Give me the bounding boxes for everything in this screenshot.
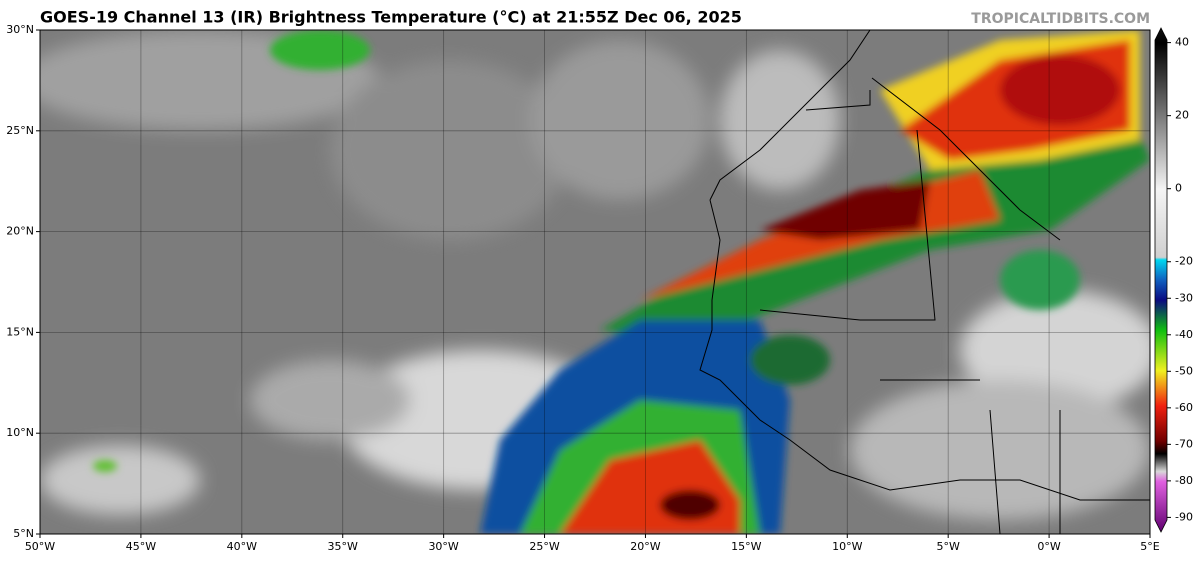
site-credit: TROPICALTIDBITS.COM [971, 11, 1150, 27]
y-tick-label: 25°N [6, 124, 34, 137]
colorbar-tick-label: -70 [1175, 437, 1193, 450]
colorbar-tick-label: -50 [1175, 364, 1193, 377]
x-tick-label: 30°W [428, 540, 458, 553]
satellite-imagery [40, 30, 1150, 534]
x-tick-label: 10°W [832, 540, 862, 553]
x-tick-label: 35°W [328, 540, 358, 553]
colorbar-tick-label: -60 [1175, 401, 1193, 414]
colorbar-ticks: 40 20 0 -20 -30 -40 -50 -60 -70 -80 -90 [1167, 36, 1193, 523]
colorbar [1154, 27, 1168, 533]
x-tick-label: 5°W [936, 540, 959, 553]
colorbar-tick-label: -80 [1175, 474, 1193, 487]
y-tick-label: 10°N [6, 426, 34, 439]
colorbar-tick-label: -20 [1175, 255, 1193, 268]
y-tick-label: 5°N [13, 527, 34, 540]
y-tick-label: 20°N [6, 225, 34, 238]
x-tick-label: 15°W [731, 540, 761, 553]
x-tick-label: 45°W [126, 540, 156, 553]
colorbar-tick-label: -30 [1175, 291, 1193, 304]
x-tick-label: 0°W [1037, 540, 1060, 553]
y-tick-label: 15°N [6, 325, 34, 338]
x-tick-label: 50°W [25, 540, 55, 553]
y-tick-label: 30°N [6, 23, 34, 36]
x-tick-label: 40°W [227, 540, 257, 553]
colorbar-tick-label: 40 [1175, 36, 1189, 49]
x-tick-label: 5°E [1140, 540, 1159, 553]
colorbar-tick-label: 0 [1175, 182, 1182, 195]
map-frame [39, 29, 1151, 535]
colorbar-tick-label: -90 [1175, 510, 1193, 523]
colorbar-tick-label: 20 [1175, 109, 1189, 122]
colorbar-tick-label: -40 [1175, 328, 1193, 341]
title: GOES-19 Channel 13 (IR) Brightness Tempe… [40, 8, 742, 27]
x-tick-label: 25°W [529, 540, 559, 553]
x-tick-label: 20°W [630, 540, 660, 553]
graticule: 50°W 45°W 40°W 35°W 30°W 25°W 20°W 15°W 10°W 5°W 0… [6, 23, 1160, 553]
